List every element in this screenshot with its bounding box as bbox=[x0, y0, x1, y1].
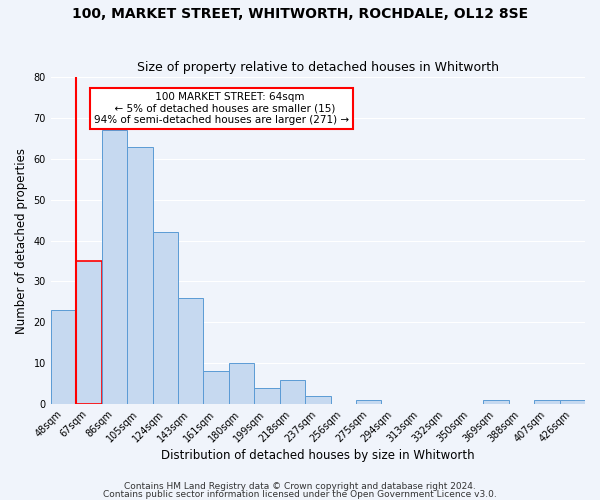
Bar bbox=[101, 130, 127, 404]
Bar bbox=[254, 388, 280, 404]
Bar bbox=[203, 372, 229, 404]
Y-axis label: Number of detached properties: Number of detached properties bbox=[15, 148, 28, 334]
Bar bbox=[152, 232, 178, 404]
Text: 100 MARKET STREET: 64sqm
  ← 5% of detached houses are smaller (15)
94% of semi-: 100 MARKET STREET: 64sqm ← 5% of detache… bbox=[94, 92, 349, 125]
Bar bbox=[127, 146, 152, 404]
Bar bbox=[305, 396, 331, 404]
Bar bbox=[178, 298, 203, 404]
Bar bbox=[534, 400, 560, 404]
Text: Contains HM Land Registry data © Crown copyright and database right 2024.: Contains HM Land Registry data © Crown c… bbox=[124, 482, 476, 491]
Bar bbox=[51, 310, 76, 404]
Bar bbox=[560, 400, 585, 404]
Bar bbox=[356, 400, 382, 404]
Title: Size of property relative to detached houses in Whitworth: Size of property relative to detached ho… bbox=[137, 62, 499, 74]
X-axis label: Distribution of detached houses by size in Whitworth: Distribution of detached houses by size … bbox=[161, 450, 475, 462]
Text: 100, MARKET STREET, WHITWORTH, ROCHDALE, OL12 8SE: 100, MARKET STREET, WHITWORTH, ROCHDALE,… bbox=[72, 8, 528, 22]
Bar bbox=[76, 261, 101, 404]
Bar bbox=[483, 400, 509, 404]
Bar bbox=[229, 363, 254, 404]
Bar bbox=[280, 380, 305, 404]
Text: Contains public sector information licensed under the Open Government Licence v3: Contains public sector information licen… bbox=[103, 490, 497, 499]
